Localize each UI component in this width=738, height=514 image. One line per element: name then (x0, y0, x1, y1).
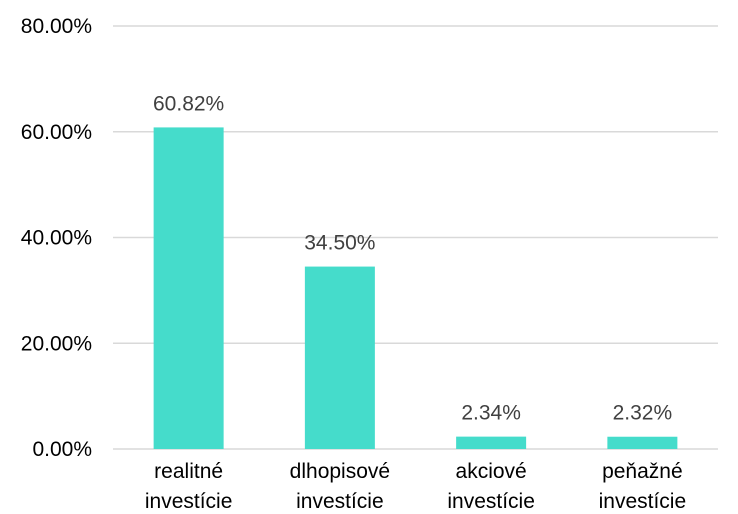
x-category-label-line: investície (296, 490, 384, 513)
bar (153, 127, 224, 450)
data-label: 34.50% (304, 232, 375, 255)
y-tick-label: 20.00% (21, 332, 92, 355)
data-label: 60.82% (153, 92, 224, 115)
bars (153, 127, 678, 450)
x-category-label-line: investície (145, 490, 233, 513)
y-axis-tick-labels: 0.00% 20.00% 40.00% 60.00% 80.00% (21, 15, 92, 461)
bar (304, 266, 375, 449)
y-tick-label: 60.00% (21, 121, 92, 144)
bar (607, 436, 678, 449)
x-category-label-line: investície (599, 490, 687, 513)
y-tick-label: 0.00% (32, 438, 92, 461)
y-tick-label: 80.00% (21, 15, 92, 38)
data-labels: 60.82% 34.50% 2.34% 2.32% (153, 92, 672, 424)
data-label: 2.32% (613, 402, 673, 425)
x-category-label-line: dlhopisové (290, 460, 390, 483)
x-category-label: akciové investície (447, 460, 535, 513)
x-category-label-line: investície (447, 490, 535, 513)
x-category-label: realitné investície (145, 460, 233, 513)
y-tick-label: 40.00% (21, 227, 92, 250)
bar (456, 436, 527, 449)
x-category-label-line: akciové (456, 460, 527, 483)
x-category-label-line: peňažné (602, 460, 683, 483)
x-category-label: dlhopisové investície (290, 460, 390, 513)
data-label: 2.34% (461, 402, 521, 425)
x-category-label: peňažné investície (599, 460, 687, 513)
x-category-label-line: realitné (154, 460, 223, 483)
